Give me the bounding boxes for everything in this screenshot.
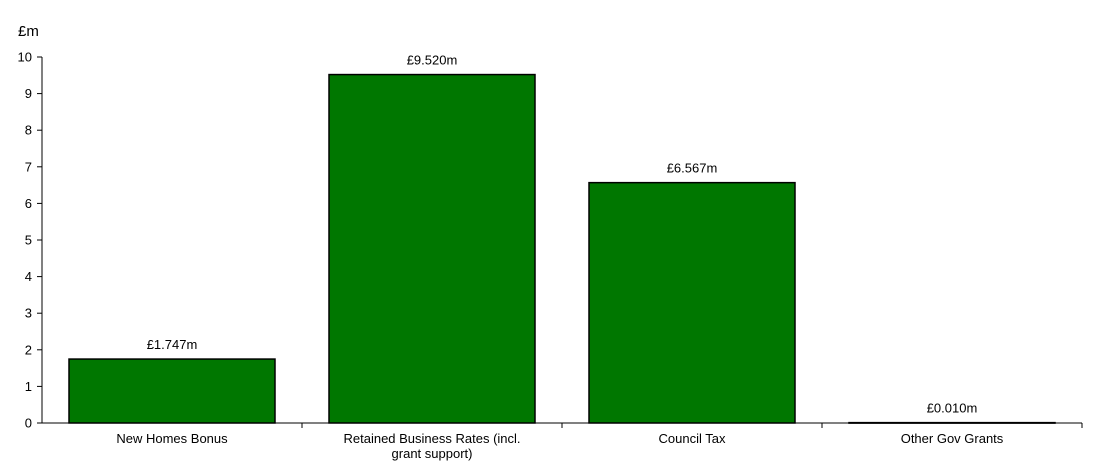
y-unit-label: £m xyxy=(18,23,39,40)
y-tick-label: 9 xyxy=(25,86,32,101)
bar xyxy=(588,181,796,424)
x-axis: New Homes Bonus Retained Business Rates (… xyxy=(116,423,1083,461)
x-tick-label: Other Gov Grants xyxy=(901,431,1004,446)
y-tick-label: 0 xyxy=(25,416,32,431)
data-label: £6.567m xyxy=(667,161,718,176)
bar-series xyxy=(68,73,1056,424)
y-tick-label: 8 xyxy=(25,123,32,138)
y-tick-label: 4 xyxy=(25,269,32,284)
x-tick-label: grant support) xyxy=(392,446,473,461)
y-tick-label: 6 xyxy=(25,196,32,211)
y-tick-label: 10 xyxy=(18,50,32,65)
data-label: £0.010m xyxy=(927,401,978,416)
data-label: £1.747m xyxy=(147,337,198,352)
y-tick-label: 1 xyxy=(25,379,32,394)
y-tick-label: 2 xyxy=(25,342,32,357)
y-tick-label: 5 xyxy=(25,233,32,248)
x-tick-label: Council Tax xyxy=(659,431,726,446)
bar xyxy=(68,358,276,424)
x-tick-label: Retained Business Rates (incl. xyxy=(343,431,520,446)
x-tick-label: New Homes Bonus xyxy=(116,431,228,446)
data-label: £9.520m xyxy=(407,53,458,68)
data-labels: £1.747m £9.520m £6.567m £0.010m xyxy=(147,53,978,416)
bar xyxy=(328,73,536,424)
y-tick-label: 3 xyxy=(25,306,32,321)
y-axis: 0 1 2 3 4 5 6 7 8 9 10 xyxy=(18,50,42,431)
y-tick-label: 7 xyxy=(25,159,32,174)
